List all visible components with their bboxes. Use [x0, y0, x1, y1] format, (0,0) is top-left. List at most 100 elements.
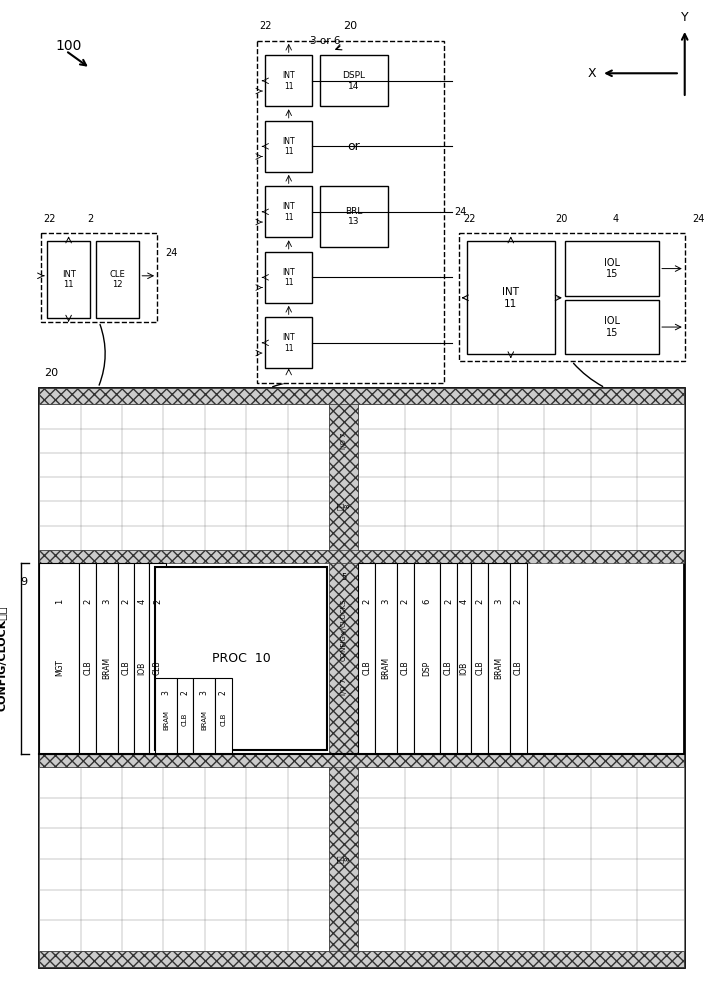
Bar [177, 678, 194, 754]
Bar [467, 241, 555, 354]
FancyArrowPatch shape [574, 363, 603, 386]
Text: 4: 4 [138, 598, 146, 604]
Bar [565, 241, 659, 296]
Bar [359, 767, 683, 951]
Bar [510, 563, 527, 754]
Text: BRAM: BRAM [201, 710, 207, 730]
Text: 2: 2 [181, 691, 189, 695]
Bar [39, 388, 683, 404]
Bar [79, 563, 96, 754]
Text: 2: 2 [83, 598, 92, 604]
Text: INT
11: INT 11 [282, 268, 295, 287]
Bar [565, 300, 659, 354]
Text: MGT: MGT [55, 660, 64, 676]
Bar [457, 563, 471, 754]
Bar [39, 388, 683, 967]
Text: 22: 22 [43, 214, 55, 224]
Bar [329, 404, 359, 951]
Text: 2: 2 [122, 598, 130, 604]
Text: 3 or 6: 3 or 6 [311, 36, 341, 46]
Text: 3: 3 [200, 690, 208, 695]
Bar [39, 563, 79, 754]
Text: CONFIG×/CLOCKS: CONFIG×/CLOCKS [341, 599, 347, 661]
Text: CLB: CLB [475, 661, 484, 675]
Text: 2: 2 [219, 691, 228, 695]
Text: INT
11: INT 11 [282, 202, 295, 222]
Bar [194, 678, 215, 754]
Bar [39, 404, 329, 550]
Text: 4: 4 [459, 598, 469, 604]
Text: 2: 2 [444, 598, 453, 604]
Bar [359, 404, 683, 550]
Bar [155, 567, 327, 750]
Text: CLB: CLB [83, 661, 92, 675]
Text: CONFIG/CLOCK分布: CONFIG/CLOCK分布 [0, 606, 7, 711]
Text: BRL
13: BRL 13 [345, 207, 363, 226]
Text: or: or [347, 140, 360, 153]
FancyArrowPatch shape [99, 324, 105, 385]
Text: CLB: CLB [182, 713, 188, 726]
Bar [459, 233, 685, 361]
Text: IOB: IOB [459, 661, 469, 675]
Bar [135, 563, 149, 754]
Bar [118, 563, 135, 754]
Text: CLB: CLB [153, 661, 162, 675]
Text: 1: 1 [55, 598, 64, 604]
Text: BRAM: BRAM [163, 710, 169, 730]
Text: 20: 20 [556, 214, 568, 224]
Text: IOB: IOB [138, 661, 146, 675]
Text: 2: 2 [513, 598, 523, 604]
Text: INT
11: INT 11 [282, 71, 295, 91]
Text: INT
11: INT 11 [282, 333, 295, 353]
Bar [320, 55, 388, 106]
Text: 22: 22 [464, 214, 476, 224]
Text: DSPL
14: DSPL 14 [342, 71, 366, 91]
Bar [149, 563, 166, 754]
Bar [375, 563, 397, 754]
Text: CLB: CLB [513, 661, 523, 675]
Text: DSP: DSP [423, 660, 431, 676]
Text: 2: 2 [362, 598, 372, 604]
Text: 100: 100 [56, 39, 82, 53]
Text: IOL
15: IOL 15 [604, 258, 620, 279]
Text: 3: 3 [162, 690, 170, 695]
Text: 22: 22 [259, 21, 272, 31]
Bar [265, 121, 312, 172]
Text: BRAM: BRAM [381, 657, 391, 679]
Text: CLB: CLB [220, 713, 226, 726]
Text: INT
11: INT 11 [282, 137, 295, 156]
Text: INT
11: INT 11 [62, 270, 76, 289]
Bar [320, 186, 388, 247]
Text: 3: 3 [102, 598, 111, 604]
Text: INT
11: INT 11 [502, 287, 519, 309]
Bar [155, 678, 177, 754]
Text: 20: 20 [44, 368, 58, 378]
Bar [39, 767, 329, 951]
Text: 9: 9 [21, 577, 28, 587]
Text: 2: 2 [87, 214, 94, 224]
Bar [257, 41, 444, 383]
Text: 2: 2 [401, 598, 410, 604]
Text: 2: 2 [475, 598, 484, 604]
Text: CLB: CLB [401, 661, 410, 675]
Text: X: X [588, 67, 596, 80]
Bar [47, 241, 90, 318]
Text: 2: 2 [153, 598, 162, 604]
Text: CLB: CLB [444, 661, 453, 675]
Bar [39, 951, 683, 967]
Text: BRAM: BRAM [102, 657, 111, 679]
Text: 6: 6 [423, 598, 431, 604]
Text: 3: 3 [494, 598, 503, 604]
Text: 其他
8: 其他 8 [337, 855, 350, 863]
Text: 24: 24 [454, 207, 467, 217]
Bar [440, 563, 457, 754]
Text: PROC  10: PROC 10 [212, 652, 270, 665]
Bar [265, 55, 312, 106]
Bar [413, 563, 440, 754]
Text: 其他
8: 其他 8 [337, 502, 350, 510]
Text: BRAM: BRAM [494, 657, 503, 679]
Text: 24: 24 [693, 214, 705, 224]
Text: 3: 3 [381, 598, 391, 604]
Text: 24: 24 [165, 248, 177, 258]
Bar [265, 317, 312, 368]
